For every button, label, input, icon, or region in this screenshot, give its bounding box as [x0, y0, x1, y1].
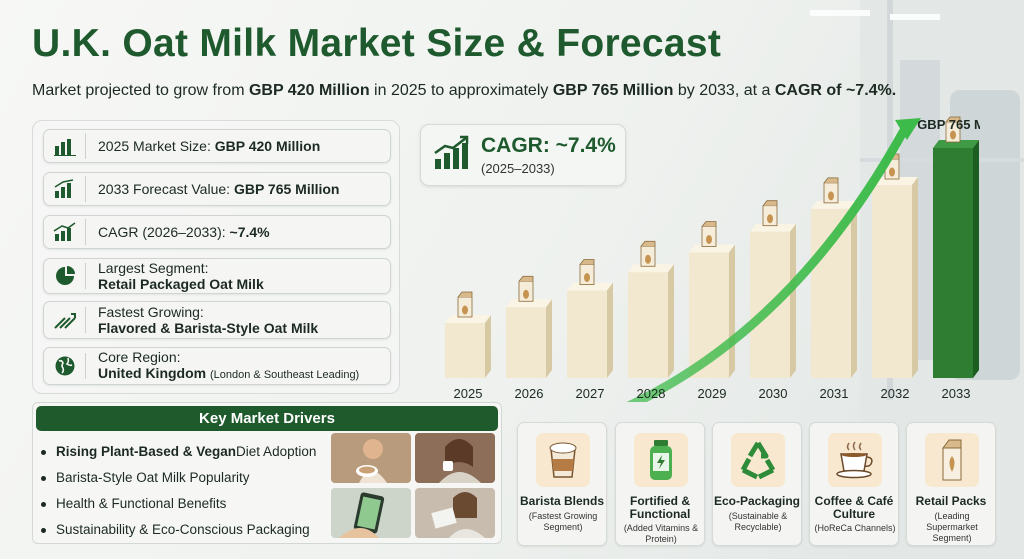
x-tick-label-2028: 2028: [637, 386, 666, 401]
list-item: Barista-Style Oat Milk Popularity: [41, 465, 316, 491]
x-tick-label-2033: 2033: [942, 386, 971, 401]
bar-2033: [933, 116, 979, 378]
cagr-callout: CAGR: ~7.4% (2025–2033): [420, 124, 626, 186]
page-title: U.K. Oat Milk Market Size & Forecast: [32, 22, 722, 65]
segment-title: Eco-Packaging: [713, 494, 801, 508]
segment-card-barista-blends: Barista Blends (Fastest Growing Segment): [517, 422, 607, 546]
list-item: Health & Functional Benefits: [41, 491, 316, 517]
segment-description: (Sustainable & Recyclable): [728, 511, 788, 532]
photo-woman-reading-label: [415, 488, 495, 538]
milk-carton-icon: [925, 433, 979, 487]
list-item: Rising Plant-Based & Vegan Diet Adoption: [41, 439, 316, 465]
x-tick-label-2029: 2029: [698, 386, 727, 401]
segment-description: (Added Vitamins & Protein): [623, 523, 699, 544]
x-tick-label-2025: 2025: [454, 386, 483, 401]
bar-2031: [811, 177, 857, 378]
segment-card-fortified-functional: Fortified & Functional (Added Vitamins &…: [615, 422, 705, 546]
oat-milk-carton-icon: [640, 240, 656, 267]
oat-milk-carton-icon: [579, 259, 595, 285]
segment-card-coffee-cafe-culture: Coffee & Café Culture (HoReCa Channels): [809, 422, 899, 546]
x-tick-label-2030: 2030: [759, 386, 788, 401]
stat-cagr: CAGR (2026–2033): ~7.4%: [43, 215, 391, 249]
trend-up-icon: [52, 219, 86, 245]
segment-title: Fortified & Functional: [629, 494, 691, 521]
coffee-cup-icon: [828, 433, 882, 487]
oat-milk-carton-icon: [518, 275, 534, 302]
photo-phone-oat-milk: [331, 488, 411, 538]
segment-title: Retail Packs: [915, 494, 987, 508]
list-item: Sustainability & Eco-Conscious Packaging: [41, 517, 316, 543]
oat-milk-carton-icon: [762, 200, 778, 227]
segment-description: (Leading Supermarket Segment): [926, 511, 978, 543]
segment-description: (HoReCa Channels): [814, 523, 896, 533]
cagr-value: CAGR: ~7.4%: [481, 134, 616, 157]
latte-cup-icon: [536, 433, 590, 487]
photo-woman-drinking-coffee: [415, 433, 495, 483]
x-tick-label-2027: 2027: [576, 386, 605, 401]
page-subtitle: Market projected to grow from GBP 420 Mi…: [32, 82, 897, 99]
segment-title: Barista Blends: [519, 494, 605, 508]
bar-2032: [872, 153, 918, 378]
stat-2025-market-size: 2025 Market Size: GBP 420 Million: [43, 129, 391, 163]
x-tick-label-2026: 2026: [515, 386, 544, 401]
segment-description: (Fastest Growing Segment): [528, 511, 598, 532]
globe-icon: [52, 353, 86, 379]
bar-2029: [689, 221, 735, 378]
x-tick-label-2032: 2032: [881, 386, 910, 401]
stat-core-region: Core Region: United Kingdom (London & Sou…: [43, 347, 391, 385]
market-size-bar-chart: 2025 2026 2027 2028 2029 2030 2031 2032 2033 GBP …: [445, 116, 980, 402]
stat-2033-forecast: 2033 Forecast Value: GBP 765 Million: [43, 172, 391, 206]
cagr-period: (2025–2033): [481, 161, 555, 176]
segment-card-retail-packs: Retail Packs (Leading Supermarket Segmen…: [906, 422, 996, 546]
photo-woman-with-latte: [331, 433, 411, 483]
stat-largest-segment: Largest Segment: Retail Packaged Oat Milk: [43, 258, 391, 294]
fortified-bottle-icon: [634, 433, 688, 487]
oat-milk-carton-icon: [945, 116, 961, 143]
bar-2028: [628, 240, 674, 378]
segment-card-eco-packaging: Eco-Packaging (Sustainable & Recyclable): [712, 422, 802, 546]
key-market-drivers-panel: Key Market Drivers Rising Plant-Based & …: [32, 402, 502, 544]
bar-2026: [506, 275, 552, 378]
growth-chart-icon: [52, 176, 86, 202]
bar-2030: [750, 200, 796, 378]
key-stats-panel: 2025 Market Size: GBP 420 Million 2033 F…: [32, 120, 400, 394]
stat-fastest-growing: Fastest Growing: Flavored & Barista-Style…: [43, 301, 391, 339]
bar-chart-icon: [52, 133, 86, 159]
segment-title: Coffee & Café Culture: [814, 494, 894, 521]
oat-milk-carton-icon: [457, 291, 473, 318]
recycle-icon: [731, 433, 785, 487]
data-label-2033: GBP 765 Mn: [917, 117, 980, 132]
x-tick-label-2031: 2031: [820, 386, 849, 401]
growth-arrows-icon: [52, 307, 86, 333]
bar-2027: [567, 259, 613, 378]
drivers-list: Rising Plant-Based & Vegan Diet Adoption…: [41, 439, 316, 543]
trend-chart-icon: [433, 135, 471, 176]
bar-2025: [445, 291, 491, 378]
drivers-heading: Key Market Drivers: [36, 406, 498, 431]
oat-milk-carton-icon: [701, 221, 717, 247]
oat-milk-carton-icon: [823, 177, 839, 204]
pie-chart-icon: [52, 263, 86, 289]
growth-arrow: [626, 118, 921, 402]
